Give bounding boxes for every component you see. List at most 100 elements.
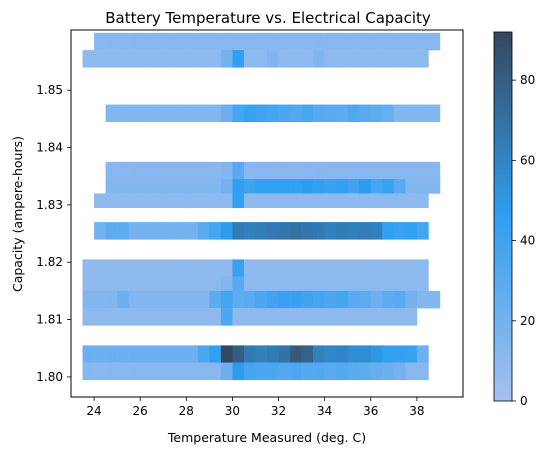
y-tick-label: 1.80	[36, 370, 63, 384]
y-axis-label: Capacity (ampere-hours)	[10, 136, 25, 292]
heatmap-cell	[128, 104, 141, 123]
heatmap-cell	[370, 222, 383, 240]
heatmap-cell	[313, 193, 325, 209]
heatmap-cell	[186, 193, 199, 209]
heatmap-cell	[267, 259, 279, 277]
heatmap-cell	[324, 161, 337, 180]
heatmap-cell	[140, 308, 153, 326]
heatmap-cell	[416, 32, 429, 51]
heatmap-cell	[405, 193, 418, 209]
heatmap-cell	[232, 259, 245, 277]
heatmap-cell	[393, 276, 406, 292]
x-tick-label: 32	[271, 404, 286, 418]
heatmap-cell	[393, 222, 406, 240]
heatmap-cell	[382, 32, 395, 51]
heatmap-cell	[163, 276, 176, 292]
heatmap-cell	[428, 104, 441, 123]
heatmap-cell	[105, 193, 118, 209]
heatmap-cell	[128, 193, 141, 209]
heatmap-cell	[186, 32, 199, 51]
heatmap-cell	[416, 104, 429, 123]
heatmap-cell	[267, 193, 279, 209]
heatmap-cell	[278, 104, 291, 123]
heatmap-cell	[313, 104, 325, 123]
heatmap-cell	[94, 222, 106, 240]
heatmap-cell	[151, 161, 164, 180]
heatmap-cell	[232, 362, 245, 381]
heatmap-cell	[163, 362, 176, 381]
heatmap-cell	[255, 222, 268, 240]
heatmap-cell	[267, 50, 279, 68]
heatmap-cell	[393, 32, 406, 51]
heatmap-cell	[313, 50, 325, 68]
heatmap-cell	[359, 308, 372, 326]
heatmap-cell	[278, 193, 291, 209]
heatmap-cell	[359, 32, 372, 51]
heatmap-cell	[278, 222, 291, 240]
heatmap-cell	[140, 290, 153, 309]
heatmap-cell	[105, 50, 118, 68]
heatmap-cell	[128, 32, 141, 51]
heatmap-cell	[117, 290, 129, 309]
heatmap-cell	[370, 32, 383, 51]
heatmap-cell	[382, 222, 395, 240]
heatmap-cell	[278, 179, 291, 194]
heatmap-cell	[370, 345, 383, 363]
heatmap-cell	[336, 193, 349, 209]
heatmap-cell	[232, 345, 245, 363]
heatmap-cell	[359, 259, 372, 277]
heatmap-cell	[197, 222, 210, 240]
heatmap-cell	[382, 193, 395, 209]
y-tick-label: 1.85	[36, 83, 63, 97]
heatmap-cell	[163, 104, 176, 123]
heatmap-cell	[151, 308, 164, 326]
heatmap-cell	[290, 179, 302, 194]
heatmap-cell	[370, 259, 383, 277]
heatmap-cell	[117, 345, 129, 363]
heatmap-cell	[336, 32, 349, 51]
heatmap-cell	[243, 179, 256, 194]
heatmap-cell	[347, 179, 360, 194]
heatmap-cell	[278, 161, 291, 180]
heatmap-cell	[336, 362, 349, 381]
y-tick-label: 1.83	[36, 198, 63, 212]
heatmap-cell	[347, 161, 360, 180]
heatmap-cell	[301, 362, 314, 381]
heatmap-cell	[197, 308, 210, 326]
heatmap-cell	[94, 32, 106, 51]
heatmap-cell	[370, 179, 383, 194]
heatmap-cell	[336, 276, 349, 292]
x-tick-label: 24	[86, 404, 101, 418]
heatmap-cell	[94, 50, 106, 68]
heatmap-cell	[117, 259, 129, 277]
heatmap-cell	[197, 193, 210, 209]
x-axis: 24 26 28 30 32 34 36 38	[86, 397, 425, 418]
heatmap-cell	[174, 104, 187, 123]
heatmap-cell	[393, 161, 406, 180]
heatmap-cell	[94, 345, 106, 363]
heatmap-cell	[243, 276, 256, 292]
heatmap-cell	[290, 50, 302, 68]
heatmap-cell	[117, 32, 129, 51]
heatmap-cell	[82, 290, 95, 309]
heatmap-cell	[232, 290, 245, 309]
heatmap-cell	[393, 308, 406, 326]
heatmap-cell	[151, 276, 164, 292]
heatmap-cell	[105, 308, 118, 326]
heatmap-cell	[370, 276, 383, 292]
heatmap-cell	[313, 222, 325, 240]
heatmap-cell	[301, 290, 314, 309]
heatmap-cell	[220, 308, 233, 326]
heatmap-cell	[405, 50, 418, 68]
heatmap-cell	[290, 259, 302, 277]
heatmap-cell	[151, 345, 164, 363]
heatmap-cell	[290, 104, 302, 123]
heatmap-cell	[117, 161, 129, 180]
heatmap-cell	[255, 259, 268, 277]
heatmap-cell	[290, 32, 302, 51]
heatmap-cell	[347, 362, 360, 381]
heatmap-cell	[174, 290, 187, 309]
heatmap-cell	[428, 290, 441, 309]
heatmap-cell	[290, 222, 302, 240]
heatmap-cell	[209, 179, 222, 194]
